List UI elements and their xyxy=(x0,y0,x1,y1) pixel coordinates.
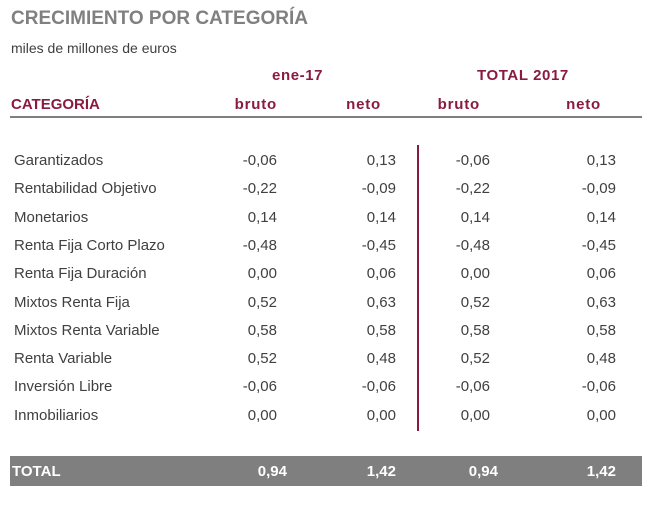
row-label: Rentabilidad Objetivo xyxy=(14,180,157,197)
row-label: Monetarios xyxy=(14,209,89,226)
cell-neto-ene: 0,00 xyxy=(366,407,396,424)
cell-bruto-total: 0,58 xyxy=(460,322,490,339)
table-row: Mixtos Renta Variable 0,58 0,58 0,58 0,5… xyxy=(0,316,664,344)
table-row: Rentabilidad Objetivo -0,22 -0,09 -0,22 … xyxy=(0,174,664,202)
cell-neto-ene: 0,63 xyxy=(366,294,396,311)
cell-neto-total: 0,14 xyxy=(586,209,616,226)
total-neto-total: 1,42 xyxy=(586,463,616,480)
total-bruto-ene: 0,94 xyxy=(257,463,287,480)
cell-neto-total: 0,48 xyxy=(586,350,616,367)
cell-neto-ene: 0,14 xyxy=(366,209,396,226)
cell-bruto-total: 0,14 xyxy=(460,209,490,226)
cell-neto-total: 0,13 xyxy=(586,152,616,169)
row-label: Renta Variable xyxy=(14,350,113,367)
table-row: Mixtos Renta Fija 0,52 0,63 0,52 0,63 xyxy=(0,288,664,316)
cell-neto-total: 0,00 xyxy=(586,407,616,424)
cell-neto-ene: 0,58 xyxy=(366,322,396,339)
cell-bruto-ene: 0,52 xyxy=(247,294,277,311)
total-label: TOTAL xyxy=(12,463,61,480)
total-bruto-total: 0,94 xyxy=(468,463,498,480)
cell-bruto-total: 0,52 xyxy=(460,294,490,311)
header-neto-total: neto xyxy=(566,96,601,113)
cell-neto-ene: 0,06 xyxy=(366,265,396,282)
table-row: Inversión Libre -0,06 -0,06 -0,06 -0,06 xyxy=(0,372,664,400)
total-row: TOTAL 0,94 1,42 0,94 1,42 xyxy=(10,456,642,486)
header-rule xyxy=(10,116,642,118)
cell-bruto-total: -0,06 xyxy=(455,378,490,395)
cell-bruto-ene: 0,00 xyxy=(247,265,277,282)
cell-bruto-total: 0,00 xyxy=(460,407,490,424)
cell-neto-ene: -0,45 xyxy=(361,237,396,254)
cell-neto-ene: 0,48 xyxy=(366,350,396,367)
cell-bruto-total: -0,06 xyxy=(455,152,490,169)
cell-bruto-total: 0,00 xyxy=(460,265,490,282)
column-group-total-2017: TOTAL 2017 xyxy=(477,67,569,84)
row-label: Renta Fija Corto Plazo xyxy=(14,237,165,254)
cell-neto-total: 0,63 xyxy=(586,294,616,311)
table-row: Renta Fija Duración 0,00 0,06 0,00 0,06 xyxy=(0,259,664,287)
table-row: Inmobiliarios 0,00 0,00 0,00 0,00 xyxy=(0,401,664,429)
cell-bruto-total: -0,22 xyxy=(455,180,490,197)
cell-bruto-ene: 0,52 xyxy=(247,350,277,367)
header-category: CATEGORÍA xyxy=(11,96,100,113)
table-row: Renta Variable 0,52 0,48 0,52 0,48 xyxy=(0,344,664,372)
cell-bruto-ene: 0,58 xyxy=(247,322,277,339)
table-title: CRECIMIENTO POR CATEGORÍA xyxy=(11,8,308,29)
cell-bruto-ene: -0,22 xyxy=(242,180,277,197)
column-divider xyxy=(417,145,419,431)
cell-neto-total: -0,06 xyxy=(581,378,616,395)
cell-bruto-ene: -0,06 xyxy=(242,152,277,169)
cell-bruto-total: 0,52 xyxy=(460,350,490,367)
row-label: Garantizados xyxy=(14,152,104,169)
row-label: Mixtos Renta Fija xyxy=(14,294,130,311)
table-row: Monetarios 0,14 0,14 0,14 0,14 xyxy=(0,203,664,231)
cell-neto-ene: -0,06 xyxy=(361,378,396,395)
row-label: Renta Fija Duración xyxy=(14,265,147,282)
cell-bruto-total: -0,48 xyxy=(455,237,490,254)
cell-bruto-ene: 0,00 xyxy=(247,407,277,424)
table-row: Garantizados -0,06 0,13 -0,06 0,13 xyxy=(0,146,664,174)
header-bruto-total: bruto xyxy=(437,96,480,113)
table-row: Renta Fija Corto Plazo -0,48 -0,45 -0,48… xyxy=(0,231,664,259)
cell-bruto-ene: 0,14 xyxy=(247,209,277,226)
cell-neto-ene: 0,13 xyxy=(366,152,396,169)
cell-bruto-ene: -0,48 xyxy=(242,237,277,254)
total-neto-ene: 1,42 xyxy=(366,463,396,480)
cell-neto-total: 0,06 xyxy=(586,265,616,282)
column-group-ene-17: ene-17 xyxy=(272,67,324,84)
header-neto-ene: neto xyxy=(346,96,381,113)
table-subtitle: miles de millones de euros xyxy=(11,40,177,56)
cell-neto-total: -0,09 xyxy=(581,180,616,197)
row-label: Inversión Libre xyxy=(14,378,113,395)
cell-bruto-ene: -0,06 xyxy=(242,378,277,395)
header-bruto-ene: bruto xyxy=(234,96,277,113)
row-label: Mixtos Renta Variable xyxy=(14,322,160,339)
cell-neto-total: -0,45 xyxy=(581,237,616,254)
row-label: Inmobiliarios xyxy=(14,407,99,424)
cell-neto-total: 0,58 xyxy=(586,322,616,339)
cell-neto-ene: -0,09 xyxy=(361,180,396,197)
